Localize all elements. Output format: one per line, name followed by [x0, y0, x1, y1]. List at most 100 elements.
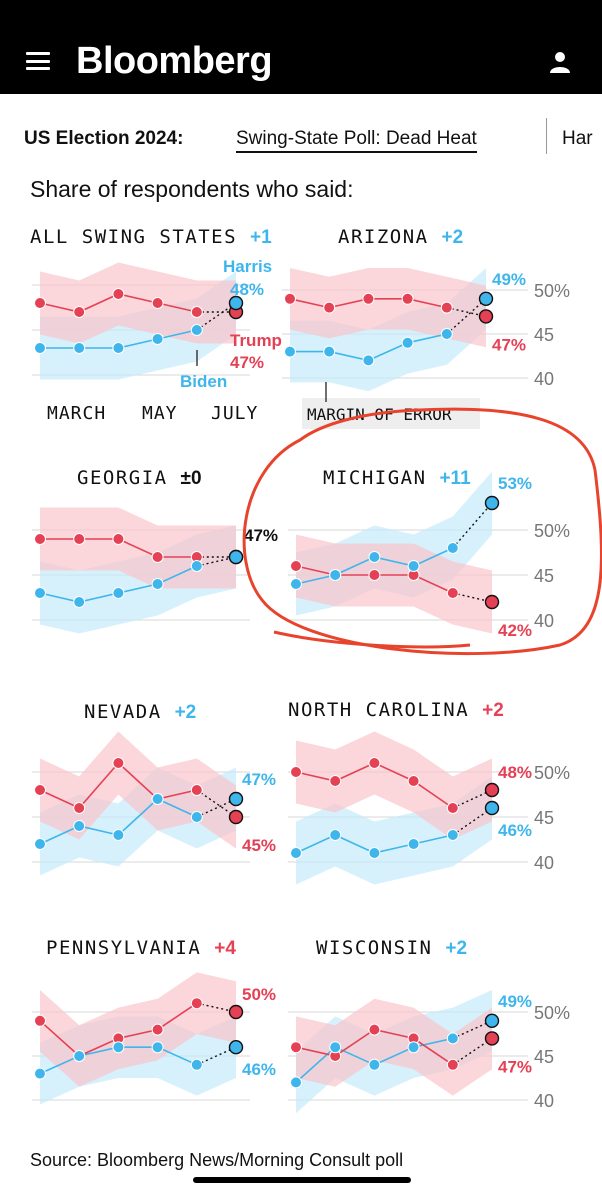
- panel-title: ARIZONA +2: [338, 226, 463, 248]
- end-label-harris: 46%: [498, 821, 532, 840]
- harris-point: [190, 1058, 203, 1071]
- trump-point: [73, 802, 86, 814]
- harris-point: [73, 342, 86, 354]
- panel-title: NORTH CAROLINA +2: [288, 699, 504, 721]
- end-label-tie: 47%: [244, 526, 278, 545]
- trump-point: [112, 533, 125, 545]
- harris-point: [329, 569, 342, 581]
- nav-link-next[interactable]: Har: [562, 128, 593, 149]
- trump-point: [190, 997, 203, 1010]
- trump-point: [368, 757, 381, 769]
- end-label-trump: 42%: [498, 621, 532, 640]
- harris-point: [284, 345, 296, 358]
- trump-point: [446, 587, 459, 599]
- harris-point: [401, 336, 414, 349]
- harris-point: [73, 596, 86, 608]
- harris-point: [368, 847, 381, 859]
- trump-point: [446, 802, 459, 814]
- hamburger-menu-icon[interactable]: [26, 52, 50, 70]
- trump-point: [446, 1058, 459, 1071]
- trump-error-band: [40, 262, 236, 344]
- annotation-circle-michigan: [242, 407, 602, 656]
- y-tick-label: 40: [534, 369, 554, 389]
- harris-point: [290, 1076, 302, 1089]
- annotation-harris: Harris: [223, 257, 272, 276]
- trump-point: [73, 533, 86, 545]
- harris-point: [362, 354, 375, 367]
- y-tick-label: 45: [534, 808, 554, 828]
- panel-title: GEORGIA ±0: [77, 467, 202, 489]
- panel-title: NEVADA +2: [84, 701, 196, 723]
- harris-point: [407, 838, 420, 850]
- panel-title-state: PENNSYLVANIA: [46, 937, 214, 959]
- y-tick-label: 50%: [534, 1003, 570, 1023]
- trump-point: [478, 309, 494, 324]
- harris-point: [228, 791, 244, 807]
- harris-point: [446, 1032, 459, 1045]
- trump-dotted-connector: [196, 1002, 237, 1013]
- trump-point: [440, 301, 453, 314]
- trump-point: [401, 292, 414, 305]
- harris-point: [290, 578, 302, 590]
- panel-title: ALL SWING STATES +1: [30, 226, 272, 248]
- harris-point: [112, 1041, 125, 1054]
- trump-point: [151, 1023, 164, 1036]
- harris-point: [329, 1041, 342, 1054]
- harris-point: [407, 1041, 420, 1054]
- harris-point: [73, 1050, 86, 1062]
- harris-point: [228, 1039, 244, 1055]
- trump-point: [362, 292, 375, 305]
- harris-point: [34, 1067, 46, 1080]
- trump-point: [368, 569, 381, 581]
- harris-point: [151, 333, 164, 345]
- harris-point: [228, 549, 244, 565]
- panel-title-lead: +4: [214, 938, 236, 959]
- trump-point: [484, 782, 500, 798]
- harris-point: [151, 1041, 164, 1054]
- panel-title: MICHIGAN +11: [323, 467, 471, 489]
- trump-point: [34, 297, 46, 309]
- section-label: US Election 2024:: [24, 128, 184, 149]
- trump-error-band: [296, 534, 492, 634]
- home-indicator[interactable]: [193, 1177, 411, 1183]
- trump-point: [407, 775, 420, 787]
- nav-link-swing-state-poll[interactable]: Swing-State Poll: Dead Heat: [236, 128, 477, 153]
- trump-point: [151, 551, 164, 563]
- y-tick-label: 45: [534, 325, 554, 345]
- harris-point: [112, 342, 125, 354]
- y-tick-label: 50%: [534, 521, 570, 541]
- harris-point: [34, 587, 46, 599]
- panel-title-lead: ±0: [181, 468, 202, 489]
- panel-title-state: MICHIGAN: [323, 467, 439, 489]
- chart-subtitle: Share of respondents who said:: [30, 176, 354, 202]
- harris-point: [329, 829, 342, 841]
- y-tick-label: 40: [534, 1091, 554, 1111]
- harris-point: [446, 829, 459, 841]
- nav-divider: [546, 118, 547, 154]
- trump-point: [112, 288, 125, 300]
- harris-point: [446, 542, 459, 554]
- user-account-icon[interactable]: [548, 50, 572, 74]
- trump-point: [484, 1031, 500, 1046]
- trump-error-band: [40, 731, 236, 849]
- harris-point: [151, 793, 164, 805]
- x-tick-label: MARCH: [47, 403, 106, 424]
- end-label-harris: 49%: [498, 992, 532, 1011]
- y-tick-label: 50%: [534, 281, 570, 301]
- panel-title-lead: +2: [445, 938, 467, 959]
- y-tick-label: 40: [534, 611, 554, 631]
- y-tick-label: 40: [534, 853, 554, 873]
- end-label-harris: 46%: [242, 1060, 276, 1079]
- harris-point: [190, 811, 203, 823]
- trump-point: [34, 1014, 46, 1027]
- trump-point: [323, 301, 336, 314]
- trump-dotted-connector: [452, 592, 493, 603]
- bloomberg-logo[interactable]: Bloomberg: [76, 40, 273, 82]
- harris-point: [190, 324, 203, 336]
- end-label-harris: 47%: [242, 770, 276, 789]
- annotation-circle-tail: [273, 630, 471, 649]
- trump-error-band: [40, 972, 236, 1087]
- end-label-trump: 47%: [230, 353, 264, 372]
- panel-title-lead: +2: [442, 227, 464, 248]
